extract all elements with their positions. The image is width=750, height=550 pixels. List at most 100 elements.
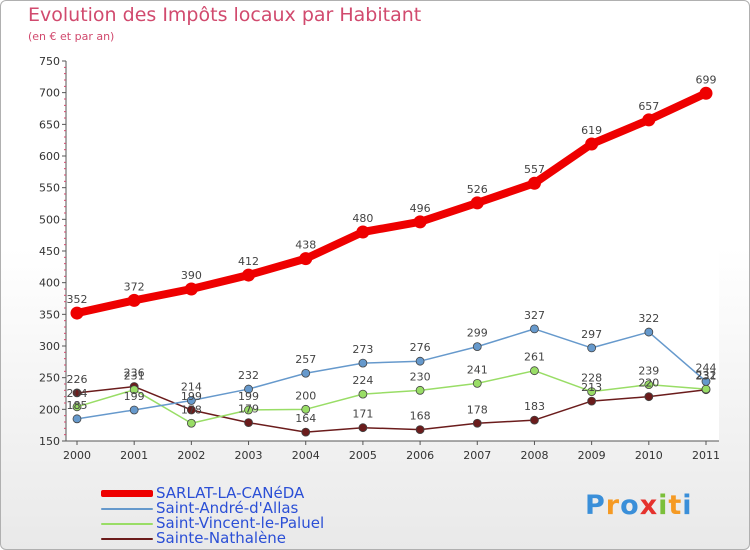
data-point xyxy=(301,404,311,414)
data-label: 220 xyxy=(638,377,659,390)
data-label: 299 xyxy=(467,327,488,340)
data-label: 164 xyxy=(295,412,316,425)
x-tick-label: 2002 xyxy=(177,449,205,462)
logo-letter: x xyxy=(639,490,659,521)
series-points xyxy=(70,86,713,437)
data-label: 273 xyxy=(352,343,373,356)
plot-area xyxy=(66,61,719,441)
x-tick-label: 2005 xyxy=(349,449,377,462)
x-tick-label: 2011 xyxy=(692,449,720,462)
data-point xyxy=(301,427,311,437)
proxiti-logo: Proxiti xyxy=(585,490,693,521)
data-point xyxy=(472,342,482,352)
data-label: 390 xyxy=(181,269,202,282)
data-point xyxy=(587,396,597,406)
legend-label-sarlat: SARLAT-LA-CANéDA xyxy=(156,484,305,502)
data-label: 241 xyxy=(467,363,488,376)
data-point xyxy=(415,385,425,395)
data-label: 412 xyxy=(238,255,259,268)
data-label: 297 xyxy=(581,328,602,341)
data-label: 199 xyxy=(181,390,202,403)
series-line xyxy=(73,89,710,318)
data-point xyxy=(701,377,711,386)
data-label: 257 xyxy=(295,353,316,366)
data-point xyxy=(358,423,368,433)
series-line xyxy=(76,385,707,433)
data-point xyxy=(413,215,427,229)
data-point xyxy=(127,293,141,307)
data-point xyxy=(415,425,425,435)
y-tick-label: 650 xyxy=(39,118,60,131)
data-label: 526 xyxy=(467,183,488,196)
data-label: 199 xyxy=(238,390,259,403)
y-tick-label: 300 xyxy=(39,340,60,353)
x-tick-label: 2010 xyxy=(635,449,663,462)
data-point xyxy=(356,225,370,239)
series-lines xyxy=(73,89,710,433)
data-labels: 352 372 390 412 438 480 496 526 557 619 657 699 185 1… xyxy=(67,73,717,425)
x-tick-label: 2006 xyxy=(406,449,434,462)
data-point xyxy=(699,86,713,100)
data-point xyxy=(358,389,368,399)
data-label: 699 xyxy=(696,73,717,86)
data-point xyxy=(244,418,253,428)
series-line xyxy=(76,369,707,425)
data-point xyxy=(244,405,253,415)
data-label: 228 xyxy=(581,372,602,385)
x-tick-label: 2000 xyxy=(63,449,91,462)
chart-subtitle: (en € et par an) xyxy=(28,30,115,43)
data-label: 244 xyxy=(696,361,717,374)
legend-swatch-sarlat xyxy=(101,490,153,497)
data-label: 657 xyxy=(638,100,659,113)
logo-letter: o xyxy=(620,490,640,521)
data-point xyxy=(186,405,196,415)
data-point xyxy=(415,356,425,366)
data-label: 185 xyxy=(67,399,88,412)
data-point xyxy=(299,252,313,266)
data-label: 231 xyxy=(696,370,717,383)
data-point xyxy=(186,418,196,428)
data-label: 236 xyxy=(124,367,145,380)
logo-letter: t xyxy=(668,490,683,521)
data-point xyxy=(470,196,484,210)
y-tick-label: 350 xyxy=(39,308,60,321)
data-label: 179 xyxy=(238,403,259,416)
data-point xyxy=(472,418,482,428)
data-point xyxy=(472,378,482,388)
data-label: 372 xyxy=(124,280,145,293)
data-point xyxy=(587,343,597,353)
data-label: 178 xyxy=(181,403,202,416)
data-label: 199 xyxy=(124,390,145,403)
legend-label-saint-vincent: Saint-Vincent-le-Paluel xyxy=(156,514,325,532)
y-tick-label: 700 xyxy=(39,87,60,100)
data-label: 214 xyxy=(181,380,202,393)
logo-letter: i xyxy=(682,490,693,521)
chart-title: Evolution des Impôts locaux par Habitant xyxy=(28,4,422,26)
data-label: 276 xyxy=(410,341,431,354)
data-point xyxy=(644,392,654,402)
data-point xyxy=(129,405,139,415)
x-tick-label: 2009 xyxy=(578,449,606,462)
data-point xyxy=(701,384,711,394)
data-label: 213 xyxy=(581,381,602,394)
data-label: 178 xyxy=(467,403,488,416)
data-point xyxy=(530,366,539,376)
logo-letter: P xyxy=(585,490,606,521)
y-tick-label: 450 xyxy=(39,245,60,258)
data-label: 200 xyxy=(295,389,316,402)
data-label: 183 xyxy=(524,400,545,413)
data-label: 239 xyxy=(638,365,659,378)
data-point xyxy=(301,368,311,378)
x-tick-label: 2004 xyxy=(292,449,320,462)
data-point xyxy=(530,324,539,334)
series-line xyxy=(76,328,707,420)
data-label: 352 xyxy=(67,293,88,306)
data-label: 204 xyxy=(67,387,88,400)
y-tick-label: 600 xyxy=(39,150,60,163)
data-point xyxy=(244,384,253,394)
data-label: 232 xyxy=(238,369,259,382)
data-label: 322 xyxy=(638,312,659,325)
y-tick-label: 500 xyxy=(39,213,60,226)
data-point xyxy=(129,385,139,395)
